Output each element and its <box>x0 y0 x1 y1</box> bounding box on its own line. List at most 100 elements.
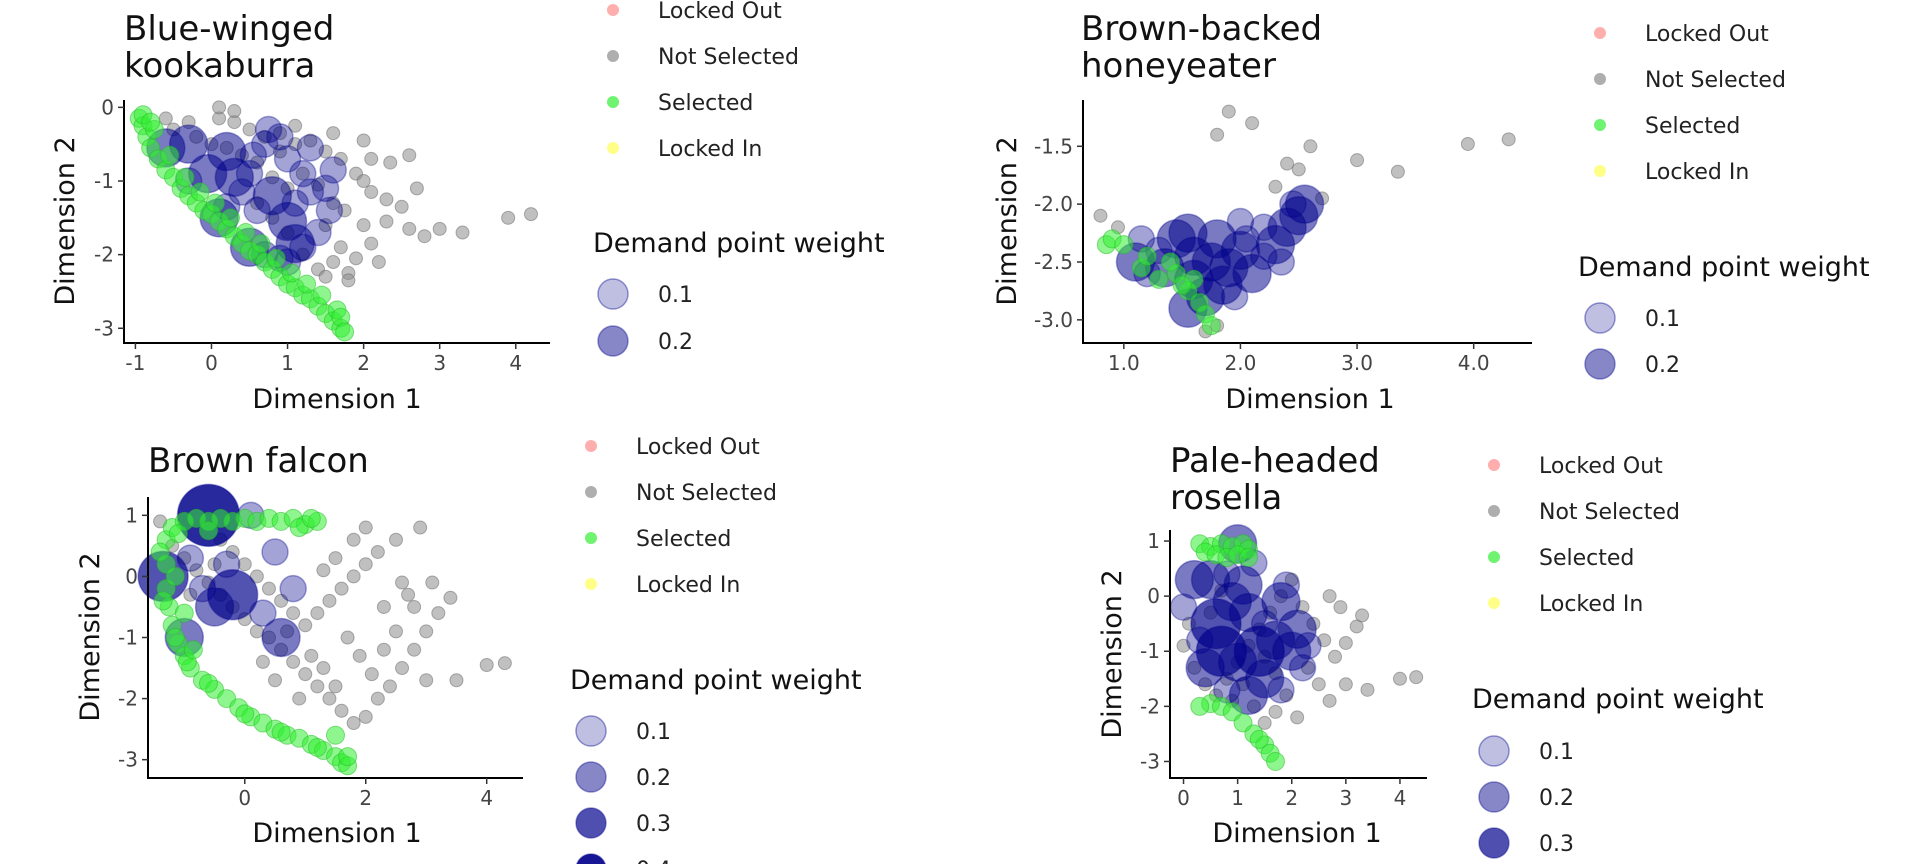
y-tick-label: 0 <box>101 95 114 119</box>
demand-point <box>1272 571 1301 599</box>
demand-point <box>296 134 325 162</box>
legend-status: Locked Out Not Selected Selected Locked In <box>607 0 799 162</box>
demand-point <box>1284 184 1325 224</box>
not-selected-point <box>334 703 349 718</box>
demand-point <box>296 178 325 206</box>
not-selected-point <box>1392 671 1407 686</box>
not-selected-point <box>417 229 432 244</box>
legend-status-label: Not Selected <box>1645 68 1786 93</box>
demand-point <box>279 574 307 603</box>
legend-weight-label: 0.2 <box>1539 786 1574 811</box>
not-selected-point <box>1210 127 1225 142</box>
y-tick-label: -3 <box>118 748 138 772</box>
selected-point <box>183 640 203 660</box>
selected-point <box>165 566 185 586</box>
not-selected-point <box>1317 633 1332 648</box>
not-selected-point <box>443 590 458 605</box>
selected-point <box>1114 235 1134 255</box>
not-selected-point <box>268 673 283 688</box>
not-selected-point <box>1257 715 1272 730</box>
not-selected-point <box>383 155 398 170</box>
not-selected-point <box>388 532 403 547</box>
not-selected-point <box>419 673 434 688</box>
not-selected-point <box>310 679 325 694</box>
selected-point <box>307 737 327 757</box>
y-axis-title: Dimension 2 <box>1097 569 1128 738</box>
not-selected-point <box>413 520 428 535</box>
demand-point <box>1294 631 1322 660</box>
legend-weight-key <box>575 807 607 839</box>
not-selected-point <box>402 221 417 236</box>
not-selected-point <box>225 544 240 559</box>
not-selected-point <box>207 557 222 572</box>
x-tick-label: 1 <box>281 351 294 375</box>
legend-status-key <box>585 532 597 544</box>
not-selected-point <box>356 218 371 233</box>
legend-status-key <box>607 4 619 16</box>
y-tick-label: -2 <box>1140 694 1160 718</box>
panel-title-line-1: Pale-headed <box>1170 441 1380 481</box>
not-selected-point <box>326 196 341 211</box>
not-selected-point <box>425 575 440 590</box>
not-selected-point <box>288 118 303 133</box>
y-axis-title: Dimension 2 <box>50 136 81 305</box>
legend-status-key <box>1488 597 1500 609</box>
selected-point <box>271 722 291 742</box>
panel-title-line-1: Brown falcon <box>148 441 369 481</box>
panel-title-line-1: Blue-winged <box>124 9 334 49</box>
not-selected-point <box>455 225 470 240</box>
selected-point <box>221 208 240 228</box>
x-tick-label: 1.0 <box>1108 351 1140 375</box>
selected-point <box>174 603 194 623</box>
not-selected-point <box>298 667 313 682</box>
not-selected-point <box>304 648 319 663</box>
x-tick-label: 2 <box>359 786 372 810</box>
legend-weight-label: 0.1 <box>658 283 693 308</box>
not-selected-point <box>316 661 331 676</box>
not-selected-point <box>272 144 287 159</box>
not-selected-point <box>1322 589 1337 604</box>
selected-point <box>251 234 271 254</box>
panel-title-line-2: rosella <box>1170 478 1282 518</box>
x-axis-title: Dimension 1 <box>252 818 421 849</box>
not-selected-point <box>337 203 352 218</box>
not-selected-point <box>334 581 349 596</box>
not-selected-point <box>382 679 397 694</box>
legend-status-label: Not Selected <box>1539 500 1680 525</box>
not-selected-point <box>501 210 516 225</box>
legend-weight-key <box>1478 827 1510 859</box>
not-selected-point <box>249 569 264 584</box>
not-selected-point <box>370 544 385 559</box>
legend-status-label: Selected <box>1645 114 1740 139</box>
not-selected-point <box>432 221 447 236</box>
legend-weight-label: 0.1 <box>1539 740 1574 765</box>
not-selected-point <box>1280 156 1295 171</box>
demand-point <box>261 617 301 658</box>
not-selected-point <box>237 557 252 572</box>
not-selected-point <box>333 240 348 255</box>
not-selected-point <box>346 569 361 584</box>
legend-status-label: Locked Out <box>1539 454 1663 479</box>
not-selected-point <box>358 709 373 724</box>
not-selected-point <box>1390 164 1405 179</box>
x-tick-label: 0 <box>205 351 218 375</box>
x-axis-title: Dimension 1 <box>1212 818 1381 849</box>
y-tick-label: -2 <box>118 687 138 711</box>
not-selected-point <box>364 185 379 200</box>
not-selected-point <box>401 587 416 602</box>
not-selected-point <box>295 166 310 181</box>
panel-pale-headed-rosella: Pale-headed rosella 0 1 2 3 4 -3 -2 -1 0 1 Dimens… <box>1097 441 1764 859</box>
not-selected-point <box>303 133 318 148</box>
selected-point <box>150 542 170 562</box>
selected-point <box>1238 548 1258 568</box>
legend-status-key <box>1488 459 1500 471</box>
legend-status-key <box>585 486 597 498</box>
legend-weight-key <box>575 761 607 793</box>
selected-point <box>198 521 218 541</box>
selected-point <box>1149 269 1169 289</box>
demand-point <box>250 130 279 158</box>
plot-area: 1.0 2.0 3.0 4.0 -3.0 -2.5 -2.0 -1.5 <box>1034 100 1532 375</box>
not-selected-point <box>449 673 464 688</box>
legend-status-label: Not Selected <box>636 481 777 506</box>
x-axis-title: Dimension 1 <box>252 384 421 415</box>
